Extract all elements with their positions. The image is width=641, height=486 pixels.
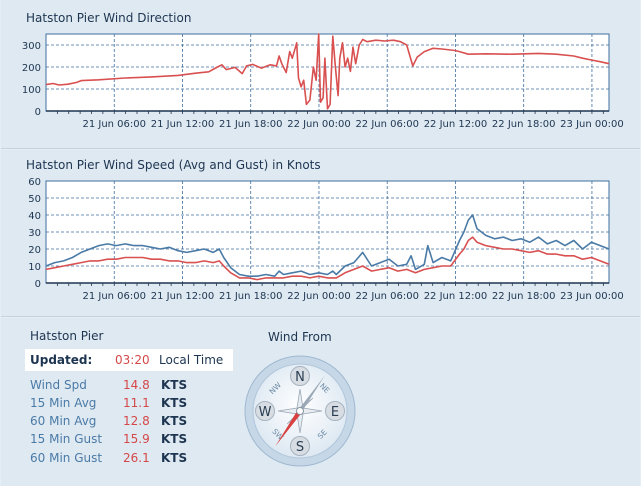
x-tick-label: 22 Jun 06:00 [355,291,419,302]
reading-value: 15.9 [123,432,150,446]
cardinal-label: N [295,370,305,385]
x-tick-label: 21 Jun 06:00 [82,119,146,130]
x-tick-label: 21 Jun 18:00 [219,291,283,302]
y-tick-label: 0 [35,107,41,118]
cardinal-label: S [296,440,304,455]
x-tick-label: 22 Jun 00:00 [287,291,351,302]
x-tick-label: 21 Jun 12:00 [151,119,215,130]
reading-value: 11.1 [123,396,150,410]
reading-label: 15 Min Gust [30,432,103,446]
updated-box: Updated: 03:20 Local Time [25,349,233,371]
compass-cardinal-s: S [290,436,310,456]
cardinal-label: E [331,405,339,420]
x-tick-label: 22 Jun 12:00 [424,291,488,302]
speed-chart: 0 10 20 30 40 50 60 21 Jun 06:00 21 Jun 12:00 21 … [28,177,624,302]
x-tick-label: 22 Jun 18:00 [492,291,556,302]
updated-timezone: Local Time [159,353,224,367]
x-tick-label: 22 Jun 00:00 [287,119,351,130]
direction-chart-title: Hatston Pier Wind Direction [26,11,192,25]
x-tick-label: 23 Jun 00:00 [560,291,624,302]
station-name: Hatston Pier [30,329,104,343]
speed-chart-title: Hatston Pier Wind Speed (Avg and Gust) i… [26,158,321,172]
reading-label: 15 Min Avg [30,396,97,410]
compass-cardinal-e: E [325,401,345,421]
y-tick-label: 40 [28,211,41,222]
speed-chart-panel: Hatston Pier Wind Speed (Avg and Gust) i… [1,150,640,317]
y-tick-label: 300 [22,41,41,52]
x-tick-label: 22 Jun 06:00 [355,119,419,130]
reading-unit: KTS [161,432,188,446]
direction-chart: 0 100 200 300 21 Jun 06:00 21 Jun 12:00 21 Jun… [22,33,624,130]
y-tick-label: 100 [22,85,41,96]
updated-time: 03:20 [115,353,150,367]
compass-cardinal-n: N [290,366,310,386]
reading-value: 14.8 [123,378,150,392]
cardinal-label: W [259,405,272,420]
y-tick-label: 10 [28,262,41,273]
reading-unit: KTS [161,414,188,428]
y-tick-label: 60 [28,177,41,188]
info-panel: Hatston Pier Updated: 03:20 Local Time W… [1,318,640,486]
wind-from-title: Wind From [268,330,332,344]
x-tick-label: 22 Jun 12:00 [424,119,488,130]
reading-value: 12.8 [123,414,150,428]
y-tick-label: 0 [35,279,41,290]
x-tick-label: 21 Jun 06:00 [82,291,146,302]
reading-unit: KTS [161,378,188,392]
series-line [45,236,610,281]
x-tick-label: 21 Jun 18:00 [219,119,283,130]
x-tick-label: 23 Jun 00:00 [560,119,624,130]
reading-value: 26.1 [123,451,150,465]
series-line [45,214,610,277]
y-tick-label: 20 [28,245,41,256]
series-line [45,33,610,110]
reading-label: Wind Spd [30,378,87,392]
direction-chart-panel: Hatston Pier Wind Direction 0 100 200 300 21… [1,0,640,149]
reading-label: 60 Min Gust [30,451,103,465]
y-tick-label: 30 [28,228,41,239]
compass-needle [275,375,325,447]
compass-hub [296,407,304,415]
compass: N E S W NE SE SW NW [244,355,356,467]
reading-unit: KTS [161,451,188,465]
x-tick-label: 21 Jun 12:00 [151,291,215,302]
y-tick-label: 200 [22,63,41,74]
x-tick-label: 22 Jun 18:00 [492,119,556,130]
compass-cardinal-w: W [255,401,275,421]
y-tick-label: 50 [28,194,41,205]
reading-unit: KTS [161,396,188,410]
updated-label: Updated: [30,353,93,367]
reading-label: 60 Min Avg [30,414,97,428]
